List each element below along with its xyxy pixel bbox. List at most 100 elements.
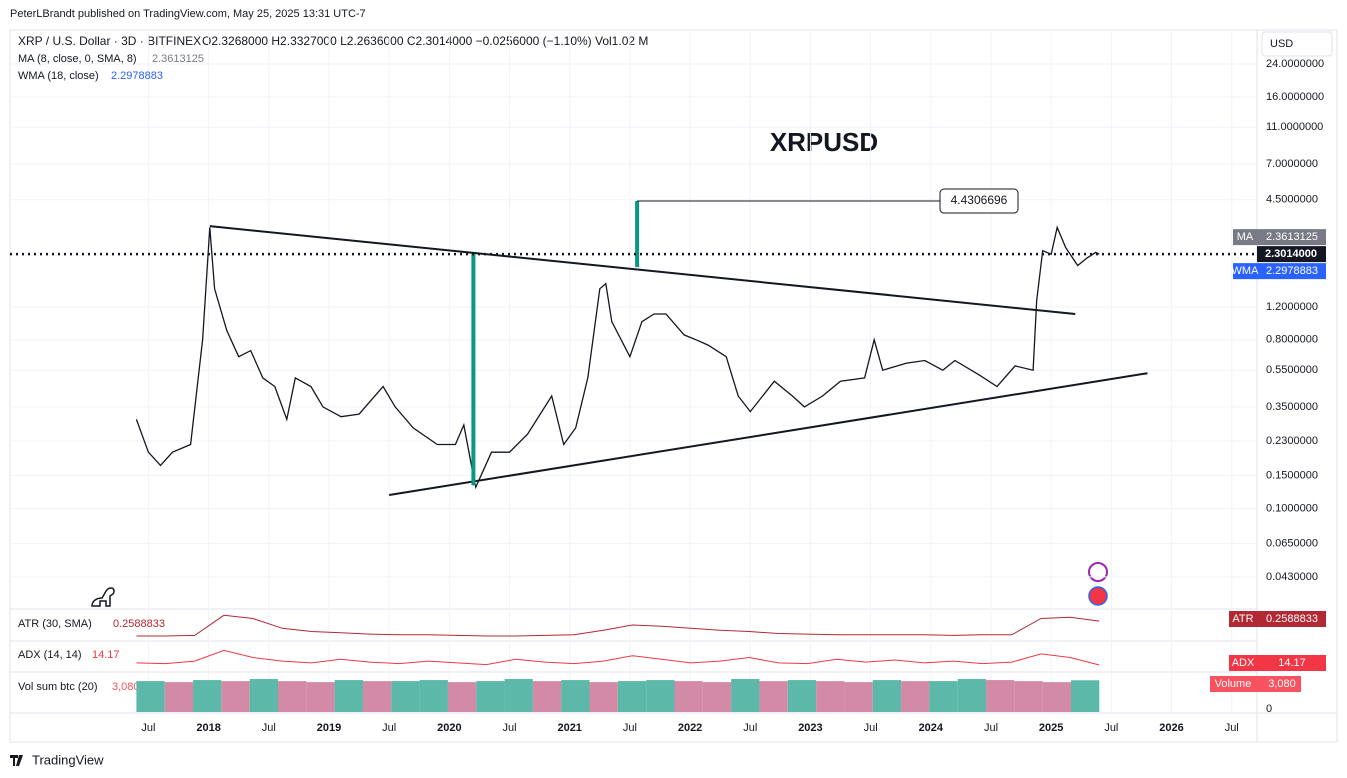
volume-bar bbox=[249, 679, 278, 712]
chart-title: XRPUSD bbox=[770, 127, 878, 157]
indicator-tag bbox=[1210, 676, 1301, 692]
indicator-value: 14.17 bbox=[92, 649, 120, 661]
volume-bar bbox=[731, 679, 760, 712]
indicator-tag-value: 14.17 bbox=[1278, 657, 1306, 669]
x-tick-label: Jul bbox=[623, 722, 637, 734]
study-tag-name: WMA bbox=[1232, 265, 1260, 277]
indicator-value: 0.2588833 bbox=[113, 618, 165, 630]
volume-bar bbox=[986, 680, 1015, 712]
y-tick-label: 0.1000000 bbox=[1266, 502, 1318, 514]
trendline bbox=[209, 225, 1076, 315]
x-tick-label: 2025 bbox=[1039, 722, 1063, 734]
x-tick-label: Jul bbox=[1225, 722, 1239, 734]
volume-bar bbox=[872, 680, 902, 712]
volume-bar bbox=[1070, 680, 1100, 712]
logo bbox=[10, 755, 23, 766]
volume-bar bbox=[504, 679, 533, 712]
y-tick-label: 0.0430000 bbox=[1266, 571, 1318, 583]
y-tick-label: 0.8000000 bbox=[1266, 334, 1318, 346]
volume-bar bbox=[221, 681, 250, 712]
study-tag-value: 2.3613125 bbox=[1266, 231, 1318, 243]
indicator-line bbox=[136, 614, 1100, 637]
x-tick-label: Jul bbox=[502, 722, 516, 734]
volume-bar bbox=[391, 681, 420, 712]
x-tick-label: Jul bbox=[382, 722, 396, 734]
indicator-tag-value: 3,080 bbox=[1268, 678, 1296, 690]
price-tag-label: 2.3014000 bbox=[1265, 248, 1317, 260]
volume-bar bbox=[589, 682, 618, 712]
y-tick-label: 24.0000000 bbox=[1266, 58, 1324, 70]
indicator-tag-value: 0.2588833 bbox=[1266, 613, 1318, 625]
indicator-legend: Vol sum btc (20) bbox=[18, 681, 97, 693]
price-tag bbox=[1257, 246, 1326, 263]
study-legend: WMA (18, close) bbox=[18, 70, 99, 82]
volume-bar bbox=[561, 680, 590, 712]
volume-bar bbox=[702, 682, 732, 712]
volume-bar bbox=[1042, 682, 1071, 712]
indicator-tag bbox=[1229, 611, 1326, 627]
y-tick-label: 7.0000000 bbox=[1266, 158, 1318, 170]
y-tick-label: 0.3500000 bbox=[1266, 401, 1318, 413]
dino-icon[interactable] bbox=[91, 587, 115, 607]
study-tag-value: 2.2978883 bbox=[1266, 265, 1318, 277]
volume-bar bbox=[646, 680, 675, 712]
footer: TradingView bbox=[32, 752, 104, 767]
currency[interactable]: USD bbox=[1270, 38, 1293, 50]
x-tick-label: 2026 bbox=[1159, 722, 1183, 734]
symbol: XRP / U.S. Dollar · 3D · BITFINEX bbox=[18, 34, 201, 48]
volume-bar bbox=[929, 681, 958, 712]
ohlc: O2.3268000 H2.3327000 L2.2636000 C2.3014… bbox=[202, 34, 648, 48]
y-tick-label: 4.5000000 bbox=[1266, 194, 1318, 206]
x-tick-label: 2022 bbox=[678, 722, 702, 734]
y-tick-label: 0.5500000 bbox=[1266, 364, 1318, 376]
study-tag bbox=[1233, 229, 1326, 246]
y-tick-label: 1.2000000 bbox=[1266, 301, 1318, 313]
y-tick-label: 0 bbox=[1266, 703, 1272, 715]
volume-bar bbox=[419, 680, 448, 712]
x-tick-label: Jul bbox=[984, 722, 998, 734]
volume-bar bbox=[136, 681, 165, 712]
volume-bar bbox=[901, 681, 930, 712]
trendline bbox=[388, 372, 1148, 497]
x-tick-label: 2019 bbox=[317, 722, 341, 734]
y-tick-label: 0.2300000 bbox=[1266, 435, 1318, 447]
study-tag-name: MA bbox=[1237, 231, 1254, 243]
events-icon[interactable] bbox=[1088, 586, 1108, 606]
frame bbox=[9, 29, 1338, 743]
currency-box[interactable] bbox=[1261, 31, 1333, 57]
x-tick-label: Jul bbox=[1104, 722, 1118, 734]
study-tag bbox=[1233, 263, 1326, 280]
x-tick-label: 2021 bbox=[557, 722, 581, 734]
volume-bar bbox=[957, 679, 987, 712]
volume-bar bbox=[787, 680, 817, 712]
ai-icon[interactable] bbox=[1088, 562, 1108, 582]
volume-bar bbox=[476, 681, 505, 712]
indicator-tag bbox=[1229, 655, 1326, 671]
volume-bar bbox=[759, 681, 788, 712]
indicator-tag-name: ATR bbox=[1232, 613, 1253, 625]
volume-bar bbox=[816, 681, 845, 712]
indicator-legend: ATR (30, SMA) bbox=[18, 618, 92, 630]
study-legend-value: 2.3613125 bbox=[152, 53, 204, 65]
volume-bar bbox=[1014, 681, 1043, 712]
x-tick-label: 2023 bbox=[798, 722, 822, 734]
indicator-legend: ADX (14, 14) bbox=[18, 649, 82, 661]
x-tick-label: Jul bbox=[262, 722, 276, 734]
volume-bar bbox=[532, 681, 562, 712]
annotation-label: 4.4306696 bbox=[951, 193, 1008, 207]
volume-bar bbox=[277, 681, 307, 712]
x-tick-label: Jul bbox=[864, 722, 878, 734]
indicator-tag-name: Volume bbox=[1215, 678, 1252, 690]
study-legend-value: 2.2978883 bbox=[111, 70, 163, 82]
x-tick-label: 2024 bbox=[919, 722, 944, 734]
y-tick-label: 0.0650000 bbox=[1266, 537, 1318, 549]
x-tick-label: Jul bbox=[743, 722, 757, 734]
header: PeterLBrandt published on TradingView.co… bbox=[10, 8, 366, 20]
y-tick-label: 0.1500000 bbox=[1266, 469, 1318, 481]
indicator-line bbox=[136, 649, 1100, 666]
volume-bar bbox=[306, 682, 335, 712]
volume-bar bbox=[193, 680, 222, 712]
y-tick-label: 11.0000000 bbox=[1266, 121, 1323, 133]
y-tick-label: 16.0000000 bbox=[1266, 91, 1324, 103]
